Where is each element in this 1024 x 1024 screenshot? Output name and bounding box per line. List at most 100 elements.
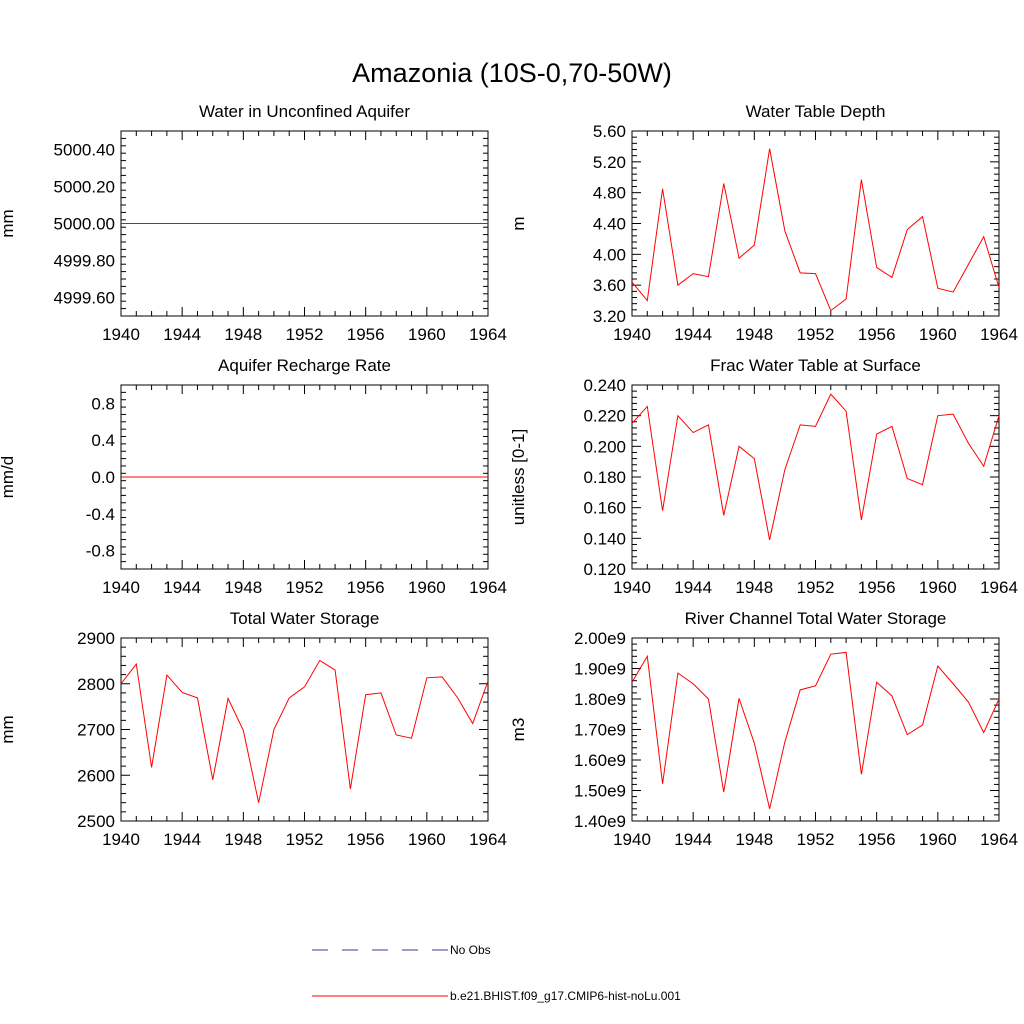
series-line [120,659,489,803]
y-tick-label: 5000.00 [54,215,115,234]
x-tick-label: 1964 [469,325,507,344]
x-tick-label: 1948 [224,830,262,849]
chart-panel: Water in Unconfined Aquifer mm 1940 1944 194… [0,102,507,344]
panel-title: Frac Water Table at Surface [710,356,921,375]
y-tick-label: 4.40 [593,215,626,234]
y-tick-label: 0.120 [583,560,626,579]
chart-panels: Water in Unconfined Aquifer mm 1940 1944 194… [0,102,1018,849]
x-tick-label: 1940 [613,578,651,597]
y-tick-label: 3.20 [593,307,626,326]
y-tick-label: 1.60e9 [574,751,626,770]
x-tick-label: 1964 [980,830,1018,849]
y-tick-label: 0.200 [583,437,626,456]
series-line [631,651,1000,809]
y-tick-label: 4.80 [593,184,626,203]
panel-title: Water Table Depth [746,102,886,121]
y-tick-label: 2.00e9 [574,629,626,648]
y-tick-label: 5000.20 [54,178,115,197]
x-tick-label: 1952 [286,325,324,344]
y-axis-label: unitless [0-1] [509,429,528,525]
y-axis-label: mm/d [0,456,17,499]
x-tick-label: 1964 [469,578,507,597]
x-tick-label: 1952 [286,830,324,849]
x-tick-label: 1952 [286,578,324,597]
x-tick-label: 1964 [469,830,507,849]
y-tick-label: 5000.40 [54,141,115,160]
y-tick-label: 0.220 [583,407,626,426]
x-tick-label: 1944 [163,830,201,849]
y-tick-label: 2500 [77,812,115,831]
panel-title: River Channel Total Water Storage [685,609,947,628]
y-tick-label: 0.240 [583,376,626,395]
x-tick-label: 1960 [919,325,957,344]
x-tick-label: 1940 [613,325,651,344]
y-tick-label: 5.20 [593,153,626,172]
x-tick-label: 1956 [858,325,896,344]
figure-title: Amazonia (10S-0,70-50W) [352,58,672,88]
x-tick-label: 1956 [347,325,385,344]
y-tick-label: 1.50e9 [574,782,626,801]
x-tick-label: 1964 [980,578,1018,597]
y-tick-label: 1.70e9 [574,721,626,740]
panel-title: Aquifer Recharge Rate [218,356,391,375]
y-tick-label: 2800 [77,675,115,694]
y-tick-label: 0.8 [91,394,115,413]
series-line [631,393,1000,540]
x-tick-label: 1948 [224,325,262,344]
y-tick-label: 1.90e9 [574,660,626,679]
chart-panel: Frac Water Table at Surface unitless [0-1… [509,356,1018,597]
x-tick-label: 1956 [858,578,896,597]
y-tick-label: 2900 [77,629,115,648]
y-axis-label: mm [0,209,17,237]
chart-panel: Aquifer Recharge Rate mm/d 1940 1944 1948 195… [0,356,507,597]
x-tick-label: 1940 [102,830,140,849]
x-tick-label: 1940 [613,830,651,849]
y-tick-label: 4999.80 [54,252,115,271]
y-tick-label: -0.8 [86,542,115,561]
panel-title: Total Water Storage [230,609,380,628]
legend-model-label: b.e21.BHIST.f09_g17.CMIP6-hist-noLu.001 [450,989,681,1003]
y-tick-label: 0.4 [91,431,115,450]
legend: No Obs b.e21.BHIST.f09_g17.CMIP6-hist-no… [312,943,681,1003]
panel-title: Water in Unconfined Aquifer [199,102,410,121]
y-tick-label: 1.80e9 [574,690,626,709]
x-tick-label: 1944 [163,325,201,344]
x-tick-label: 1956 [347,830,385,849]
x-tick-label: 1940 [102,578,140,597]
y-axis-label: m [509,216,528,230]
y-tick-label: 1.40e9 [574,812,626,831]
y-tick-label: 2600 [77,766,115,785]
y-tick-label: 3.60 [593,276,626,295]
x-tick-label: 1952 [797,830,835,849]
legend-obs-label: No Obs [450,943,491,957]
x-tick-label: 1960 [408,830,446,849]
x-tick-label: 1956 [347,578,385,597]
y-tick-label: 4.00 [593,245,626,264]
x-tick-label: 1960 [919,578,957,597]
x-tick-label: 1964 [980,325,1018,344]
x-tick-label: 1952 [797,325,835,344]
y-axis-label: m3 [509,718,528,742]
x-tick-label: 1944 [163,578,201,597]
series-line [631,148,1000,312]
chart-panel: Total Water Storage mm 1940 1944 1948 1952 195… [0,609,507,849]
y-tick-label: 0.160 [583,499,626,518]
x-tick-label: 1944 [674,325,712,344]
x-tick-label: 1956 [858,830,896,849]
x-tick-label: 1948 [735,578,773,597]
x-tick-label: 1948 [224,578,262,597]
y-tick-label: 4999.60 [54,289,115,308]
x-tick-label: 1960 [408,325,446,344]
y-tick-label: 0.180 [583,468,626,487]
y-tick-label: 2700 [77,721,115,740]
x-tick-label: 1948 [735,325,773,344]
x-tick-label: 1948 [735,830,773,849]
x-tick-label: 1952 [797,578,835,597]
x-tick-label: 1960 [919,830,957,849]
x-tick-label: 1944 [674,830,712,849]
x-tick-label: 1940 [102,325,140,344]
y-tick-label: 5.60 [593,122,626,141]
